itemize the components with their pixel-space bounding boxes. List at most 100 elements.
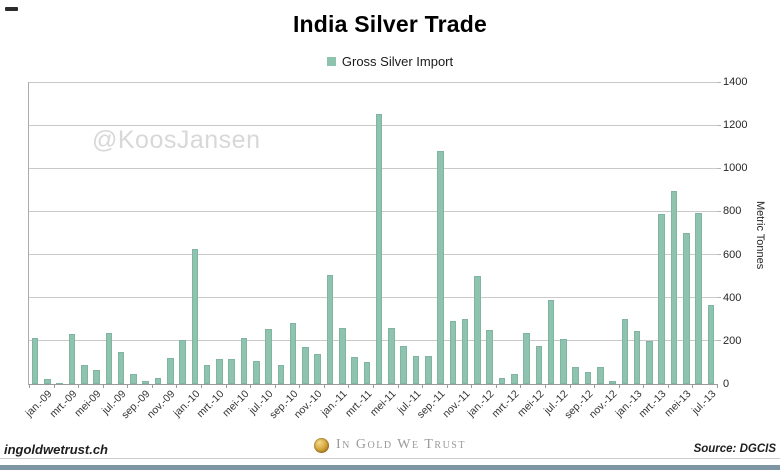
- bar-jan-10: [179, 339, 186, 384]
- bar-aug-11: [412, 355, 420, 384]
- bar-feb-11: [339, 327, 346, 384]
- source-label: Source: DGCIS: [693, 443, 776, 455]
- bar-sep-10: [277, 364, 285, 384]
- gridline: [29, 297, 717, 299]
- bar-okt-10: [289, 322, 297, 384]
- bar-okt-12: [584, 372, 592, 384]
- brand-text: In Gold We Trust: [336, 437, 466, 452]
- y-tick: [717, 124, 721, 126]
- gridline: [29, 254, 717, 256]
- y-tick-label: 400: [723, 291, 742, 304]
- x-tick: [717, 384, 718, 388]
- x-tick: [225, 384, 227, 388]
- bar-nov-11: [449, 321, 457, 384]
- bar-apr-10: [216, 359, 223, 384]
- bar-apr-11: [363, 362, 371, 384]
- bar-dec-11: [461, 319, 469, 384]
- bar-jan-13: [621, 319, 629, 384]
- bar-dec-09: [167, 358, 174, 384]
- x-tick: [692, 384, 694, 388]
- artifact-mark: [5, 7, 18, 11]
- watermark: @KoosJansen: [92, 126, 261, 154]
- x-tick: [397, 384, 399, 388]
- bar-mei-11: [375, 114, 383, 384]
- bar-feb-12: [486, 330, 493, 384]
- bar-dec-12: [609, 380, 616, 384]
- y-tick-label: 1400: [723, 76, 748, 88]
- bar-apr-09: [68, 334, 76, 384]
- x-tick: [102, 384, 104, 388]
- x-tick: [127, 384, 129, 388]
- x-tick: [299, 384, 301, 388]
- y-tick-label: 200: [723, 334, 742, 347]
- bottom-bar: [0, 465, 780, 470]
- y-axis-title: Metric Tonnes: [754, 200, 766, 270]
- gold-coin-icon: [314, 437, 329, 453]
- bar-feb-10: [191, 249, 199, 384]
- y-tick-label: 1200: [723, 119, 748, 132]
- bar-jul-13: [695, 212, 702, 384]
- x-tick: [323, 384, 325, 388]
- y-tick-label: 800: [723, 205, 742, 218]
- x-tick: [53, 384, 55, 388]
- x-tick: [594, 384, 596, 388]
- bar-jan-09: [31, 337, 39, 384]
- page-title: India Silver Trade: [292, 11, 488, 37]
- x-tick: [201, 384, 202, 388]
- x-tick: [446, 384, 448, 388]
- bar-okt-09: [142, 380, 149, 384]
- bar-dec-10: [314, 353, 321, 384]
- legend-marker-icon: [326, 57, 336, 66]
- x-tick: [667, 384, 669, 388]
- bar-sep-11: [425, 355, 432, 384]
- bar-mei-13: [670, 190, 678, 384]
- site-label: ingoldwetrust.ch: [4, 442, 108, 457]
- gridline: [29, 340, 717, 342]
- y-tick: [717, 297, 721, 299]
- y-tick: [717, 254, 721, 256]
- bar-mei-12: [523, 333, 530, 384]
- x-tick: [569, 384, 571, 388]
- y-tick-label: 600: [723, 248, 742, 261]
- bar-mei-10: [228, 359, 235, 384]
- bar-jul-12: [547, 299, 555, 384]
- bar-apr-13: [658, 213, 665, 384]
- x-tick: [373, 384, 374, 388]
- bar-jun-10: [240, 337, 248, 384]
- bar-jul-10: [253, 361, 260, 384]
- footer-rule: [0, 458, 780, 459]
- x-tick: [274, 384, 276, 388]
- bar-jul-11: [400, 346, 407, 384]
- x-tick: [422, 384, 424, 388]
- x-tick: [545, 384, 546, 388]
- x-tick: [618, 384, 620, 388]
- bar-jun-11: [388, 327, 395, 384]
- bar-nov-12: [597, 366, 604, 384]
- y-tick: [717, 81, 721, 83]
- bar-aug-10: [265, 328, 272, 384]
- x-tick: [29, 384, 30, 388]
- bar-jun-12: [535, 346, 543, 384]
- gridline: [29, 167, 717, 169]
- y-tick-label: 1000: [723, 162, 748, 175]
- bar-sep-12: [572, 366, 579, 384]
- x-tick: [495, 384, 497, 388]
- gridline: [29, 124, 717, 126]
- bar-jan-11: [326, 275, 334, 384]
- bar-nov-10: [302, 347, 309, 384]
- x-tick: [471, 384, 473, 388]
- legend-label: Gross Silver Import: [341, 54, 454, 69]
- bar-feb-13: [633, 331, 641, 384]
- bar-jun-13: [683, 233, 690, 384]
- x-tick: [348, 384, 350, 388]
- bar-mei-09: [81, 364, 88, 384]
- bar-jul-09: [105, 333, 113, 384]
- gridline: [29, 81, 717, 83]
- bar-mrt-09: [56, 382, 63, 384]
- x-tick: [78, 384, 80, 388]
- bar-nov-09: [154, 377, 162, 384]
- bar-jan-12: [474, 276, 481, 384]
- brand-logo: In Gold We Trust: [0, 437, 780, 453]
- bar-aug-13: [707, 305, 715, 384]
